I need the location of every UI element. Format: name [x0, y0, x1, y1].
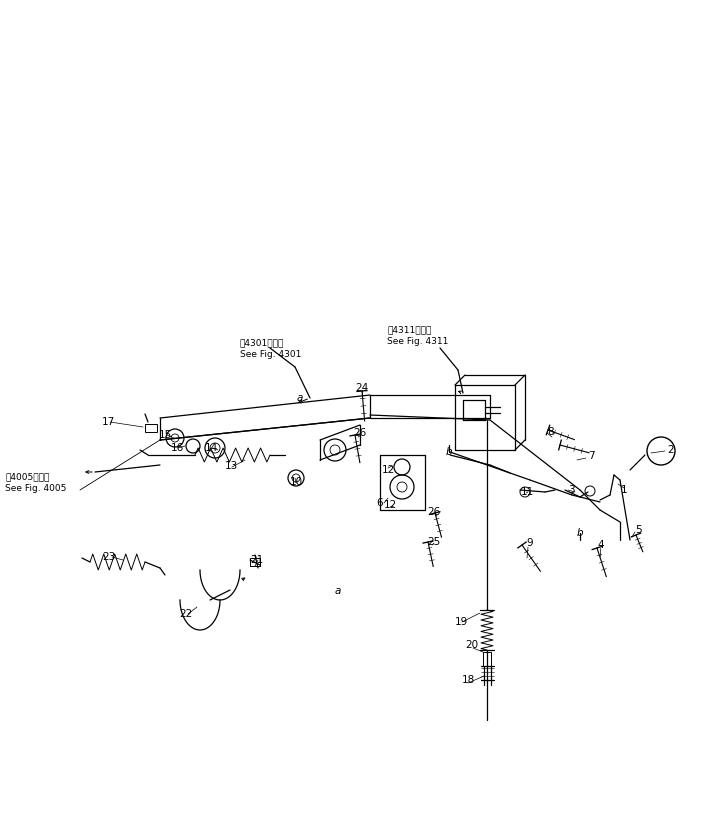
- Text: 25: 25: [427, 537, 441, 547]
- Text: 笥4301図参照
See Fig. 4301: 笥4301図参照 See Fig. 4301: [240, 338, 301, 358]
- Text: 24: 24: [355, 383, 369, 393]
- Text: 1: 1: [621, 485, 628, 495]
- Text: 笥4005図参照
See Fig. 4005: 笥4005図参照 See Fig. 4005: [5, 472, 66, 493]
- Text: 22: 22: [179, 609, 193, 619]
- Text: 12: 12: [381, 465, 395, 475]
- Text: 4: 4: [598, 540, 604, 550]
- Text: 20: 20: [465, 640, 479, 650]
- Bar: [250, 558, 260, 566]
- Text: 7: 7: [587, 451, 594, 461]
- Text: a: a: [297, 393, 303, 403]
- Text: 11: 11: [520, 487, 534, 497]
- Text: 8: 8: [548, 427, 554, 437]
- Text: 14: 14: [204, 443, 217, 453]
- Text: 6: 6: [377, 498, 383, 508]
- Text: 16: 16: [170, 443, 184, 453]
- Text: b: b: [577, 528, 583, 538]
- Bar: [483, 652, 491, 666]
- Text: 笥4311図参照
See Fig. 4311: 笥4311図参照 See Fig. 4311: [387, 325, 448, 346]
- Text: 21: 21: [251, 555, 263, 565]
- Text: 15: 15: [158, 430, 172, 440]
- Text: 26: 26: [354, 428, 366, 438]
- Bar: [145, 424, 157, 432]
- Text: b: b: [445, 447, 453, 457]
- Text: 13: 13: [225, 461, 238, 471]
- Text: 26: 26: [427, 507, 441, 517]
- Text: 17: 17: [102, 417, 114, 427]
- Text: 2: 2: [668, 445, 674, 455]
- Text: 19: 19: [455, 617, 467, 627]
- Text: 9: 9: [527, 538, 533, 548]
- Text: 12: 12: [383, 500, 397, 510]
- Text: 23: 23: [102, 552, 116, 562]
- Text: 10: 10: [289, 477, 303, 487]
- Text: a: a: [335, 586, 341, 596]
- Text: 5: 5: [635, 525, 641, 535]
- Text: 3: 3: [568, 485, 574, 495]
- Text: 18: 18: [462, 675, 474, 685]
